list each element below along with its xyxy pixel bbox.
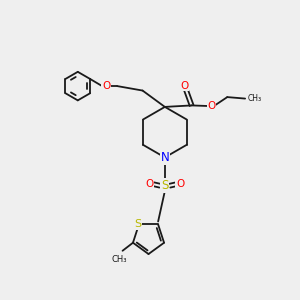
Text: O: O: [176, 179, 184, 189]
Text: S: S: [161, 179, 169, 192]
Text: S: S: [134, 220, 141, 230]
Text: CH₃: CH₃: [248, 94, 262, 103]
Text: O: O: [102, 81, 110, 91]
Text: N: N: [160, 151, 169, 164]
Text: CH₃: CH₃: [111, 255, 127, 264]
Text: O: O: [180, 80, 188, 91]
Text: O: O: [207, 101, 216, 111]
Text: O: O: [145, 179, 154, 189]
